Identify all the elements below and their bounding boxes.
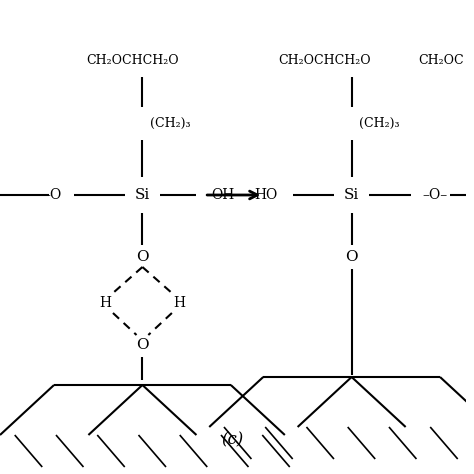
Text: OH: OH [211,188,235,202]
Text: Si: Si [344,188,359,202]
Text: (c): (c) [222,431,244,448]
Text: CH₂OCHCH₂O: CH₂OCHCH₂O [86,54,179,66]
Text: Si: Si [135,188,150,202]
Text: H: H [99,296,111,310]
Text: HO: HO [255,188,278,202]
Text: (CH₂)₃: (CH₂)₃ [359,117,400,129]
Text: –O–: –O– [422,188,447,202]
Text: O: O [136,250,149,264]
Text: CH₂OC: CH₂OC [419,54,464,66]
Text: (CH₂)₃: (CH₂)₃ [150,117,191,129]
Text: O: O [136,338,149,352]
Text: CH₂OCHCH₂O: CH₂OCHCH₂O [278,54,371,66]
Text: –O: –O [44,188,62,202]
Text: O: O [346,250,358,264]
Text: H: H [174,296,186,310]
